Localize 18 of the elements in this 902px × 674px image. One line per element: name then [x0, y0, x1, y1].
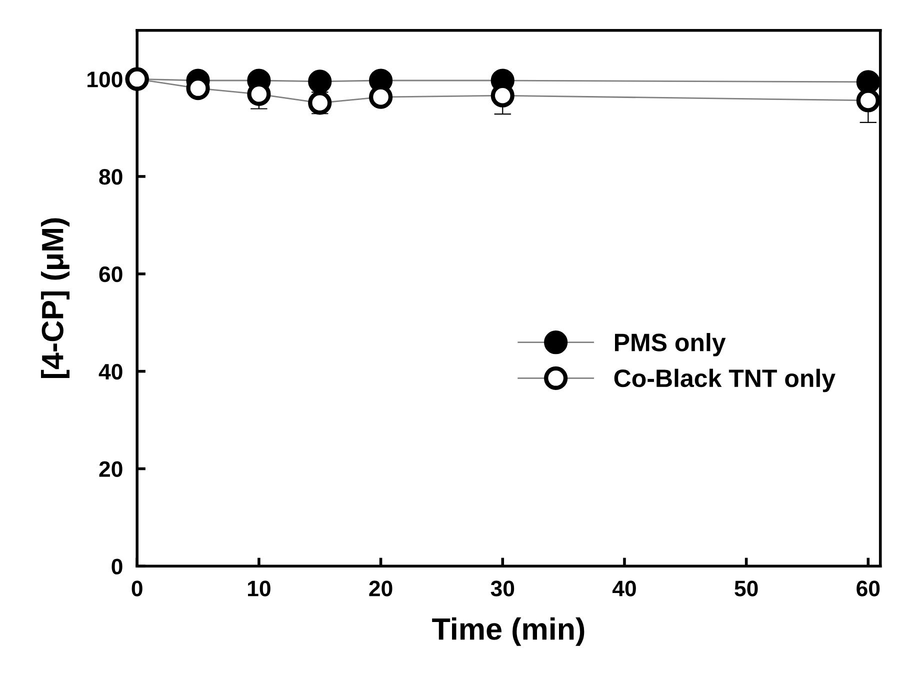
x-tick-label: 50 [734, 580, 758, 596]
y-tick-label: 0 [112, 558, 122, 574]
y-tick-label: 80 [99, 169, 122, 185]
legend-label: Co-Black TNT only [614, 368, 836, 392]
x-tick-label: 0 [132, 580, 142, 596]
y-tick-label: 40 [98, 364, 122, 380]
y-tick-label: 20 [99, 461, 122, 478]
point [308, 70, 332, 94]
x-tick-label: 30 [490, 580, 514, 596]
x-tick-label: 60 [856, 580, 880, 596]
legend-label: PMS only [615, 332, 726, 356]
y-tick-label: 100 [88, 72, 122, 88]
x-tick-label: 40 [612, 580, 636, 596]
y-axis-title: [4-CP] (μM) [40, 218, 70, 378]
x-axis-title: Time (min) [432, 617, 584, 646]
y-tick-label: 60 [99, 266, 122, 282]
x-tick-label: 20 [369, 580, 392, 596]
x-tick-label: 10 [248, 580, 270, 596]
